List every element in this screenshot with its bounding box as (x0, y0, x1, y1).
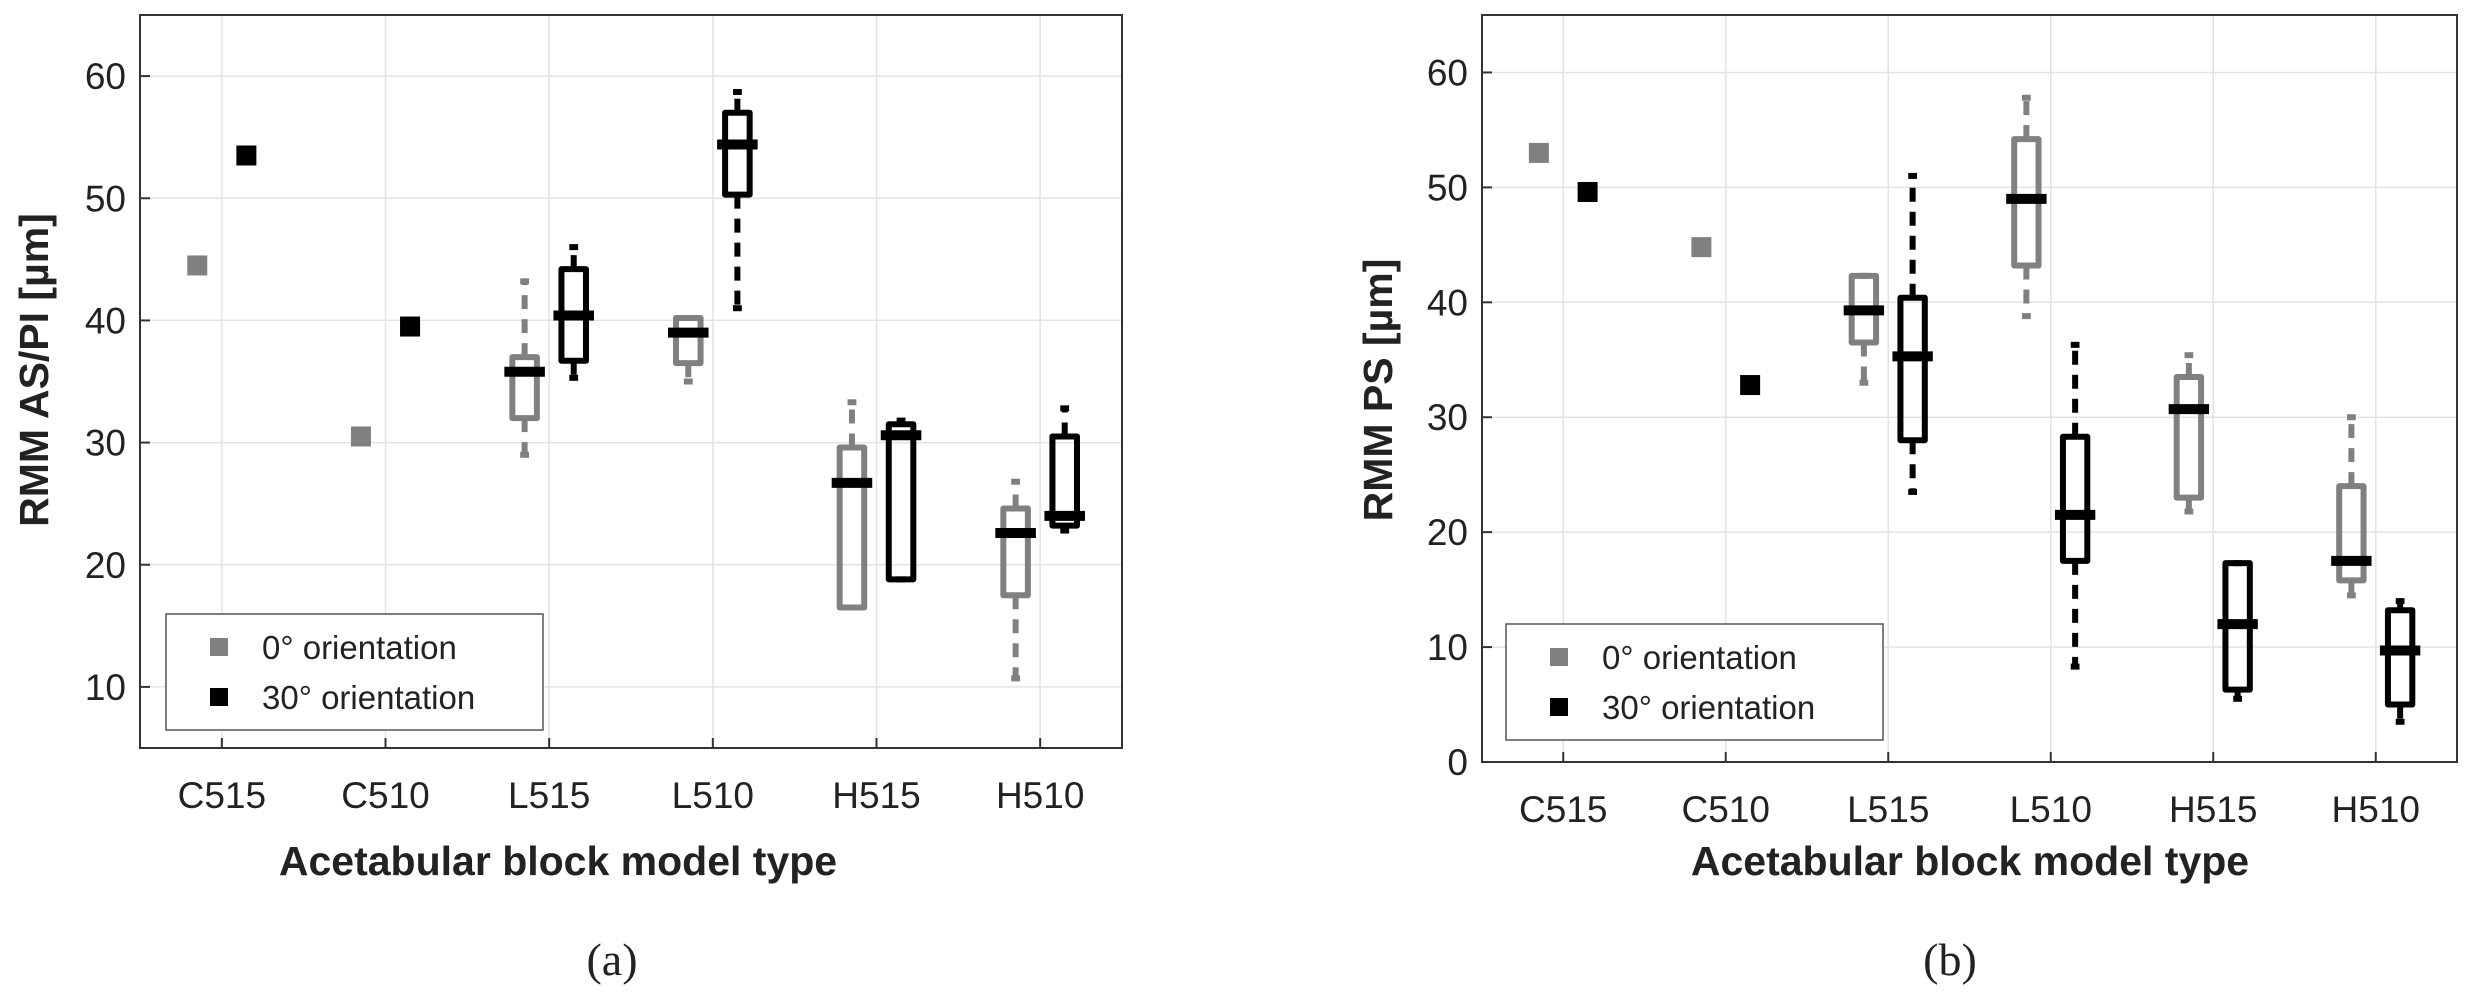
data-point (1528, 142, 1549, 163)
x-tick-label: C510 (341, 775, 429, 816)
y-tick-label: 10 (1427, 627, 1468, 668)
x-tick-label: C510 (1682, 789, 1770, 830)
box (1897, 294, 1928, 444)
data-point (236, 145, 257, 166)
x-tick-label: L510 (672, 775, 754, 816)
y-tick-label: 30 (85, 423, 126, 464)
y-tick-label: 50 (1427, 167, 1468, 208)
x-tick-label: L515 (508, 775, 590, 816)
data-point (187, 255, 208, 276)
x-tick-label: L515 (1847, 789, 1929, 830)
data-point (400, 316, 421, 337)
x-tick-label: H510 (2332, 789, 2420, 830)
chart-panel-a: 10 20 30 40 50 60 C515 C510 L515 L510 H515 H510 0° o… (11, 14, 1123, 985)
legend-marker (1550, 698, 1568, 716)
chart-panel-b: 0 10 20 30 40 50 60 C515 C510 L515 L510 H515 H510 0° … (1355, 14, 2458, 985)
legend-marker (1550, 648, 1568, 666)
y-tick-label: 60 (85, 56, 126, 97)
x-tick-label: H510 (996, 775, 1084, 816)
y-tick-label: 50 (85, 178, 126, 219)
box (673, 314, 704, 367)
legend-label: 0° orientation (1602, 639, 1797, 676)
box (2059, 433, 2091, 564)
panel-caption: (b) (1923, 934, 1977, 985)
legend-label: 0° orientation (262, 629, 457, 666)
legend-marker (210, 638, 228, 656)
legend-label: 30° orientation (262, 679, 475, 716)
y-axis-label: RMM PS [µm] (1355, 259, 1401, 522)
x-tick-label: L510 (2010, 789, 2092, 830)
y-axis-label: RMM AS/PI [µm] (11, 213, 57, 527)
y-tick-label: 20 (1427, 512, 1468, 553)
data-point (1691, 237, 1712, 258)
x-tick-label: C515 (178, 775, 266, 816)
legend-marker (210, 688, 228, 706)
y-tick-label: 40 (85, 300, 126, 341)
panel-caption: (a) (586, 934, 637, 985)
x-axis-label: Acetabular block model type (279, 838, 837, 884)
box (2336, 483, 2367, 584)
data-point (1740, 375, 1761, 396)
box (1049, 433, 1080, 529)
data-point (350, 426, 371, 447)
box (722, 109, 753, 198)
y-tick-label: 0 (1447, 742, 1468, 783)
legend-label: 30° orientation (1602, 689, 1815, 726)
x-tick-label: C515 (1519, 789, 1607, 830)
legend-box (165, 613, 544, 731)
box (1000, 505, 1031, 599)
legend-box (1505, 623, 1884, 741)
y-tick-label: 60 (1427, 52, 1468, 93)
y-tick-label: 30 (1427, 397, 1468, 438)
box (885, 421, 917, 583)
y-tick-label: 20 (85, 545, 126, 586)
box (509, 354, 540, 422)
x-tick-label: H515 (2169, 789, 2257, 830)
data-point (1577, 181, 1598, 202)
x-tick-label: H515 (832, 775, 920, 816)
x-axis-label: Acetabular block model type (1691, 838, 2249, 884)
y-tick-label: 10 (85, 667, 126, 708)
axes-frame (139, 14, 1123, 749)
axes-frame (1481, 14, 2458, 763)
box (2173, 374, 2205, 501)
box (2384, 607, 2416, 708)
box (836, 444, 868, 611)
y-tick-label: 40 (1427, 282, 1468, 323)
